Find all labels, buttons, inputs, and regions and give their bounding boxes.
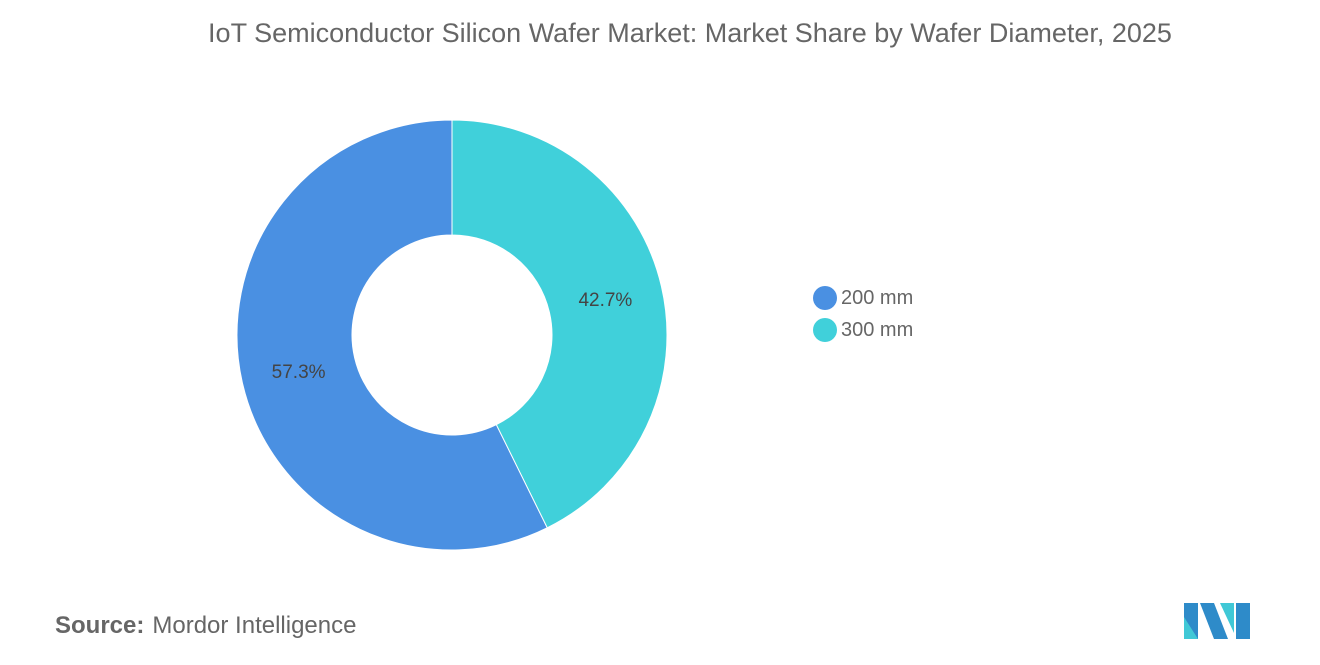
legend-label: 200 mm — [841, 286, 914, 309]
legend-swatch — [813, 286, 837, 310]
legend-label: 300 mm — [841, 318, 914, 341]
source-value: Mordor Intelligence — [152, 612, 357, 639]
donut-slice-200mm — [236, 119, 548, 551]
chart-title: IoT Semiconductor Silicon Wafer Market: … — [208, 18, 1172, 48]
legend-swatch — [813, 318, 837, 342]
donut-slice-300mm — [451, 119, 668, 529]
legend-item-300mm: 300 mm — [813, 318, 913, 342]
mordor-logo — [1184, 603, 1250, 639]
source-label: Source: — [55, 612, 145, 639]
legend-item-200mm: 200 mm — [813, 286, 913, 310]
data-label: 57.3% — [272, 362, 326, 383]
data-label: 42.7% — [578, 290, 632, 311]
source-note: Source: Mordor Intelligence — [55, 612, 356, 640]
